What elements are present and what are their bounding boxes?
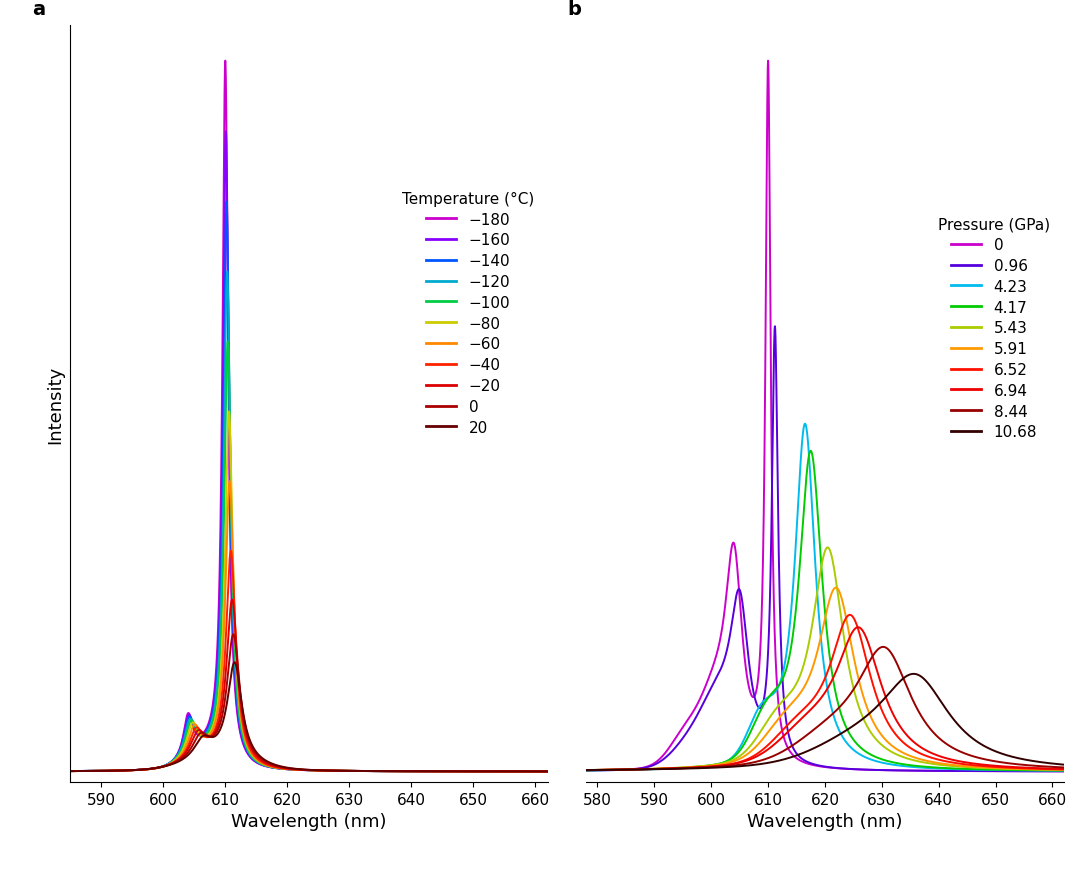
Text: a: a xyxy=(32,0,45,18)
X-axis label: Wavelength (nm): Wavelength (nm) xyxy=(747,813,903,830)
Text: b: b xyxy=(567,0,581,18)
Legend: 0, 0.96, 4.23, 4.17, 5.43, 5.91, 6.52, 6.94, 8.44, 10.68: 0, 0.96, 4.23, 4.17, 5.43, 5.91, 6.52, 6… xyxy=(932,211,1056,446)
X-axis label: Wavelength (nm): Wavelength (nm) xyxy=(231,813,387,830)
Legend: −180, −160, −140, −120, −100, −80, −60, −40, −20, 0, 20: −180, −160, −140, −120, −100, −80, −60, … xyxy=(395,185,540,441)
Y-axis label: Intensity: Intensity xyxy=(46,365,65,443)
